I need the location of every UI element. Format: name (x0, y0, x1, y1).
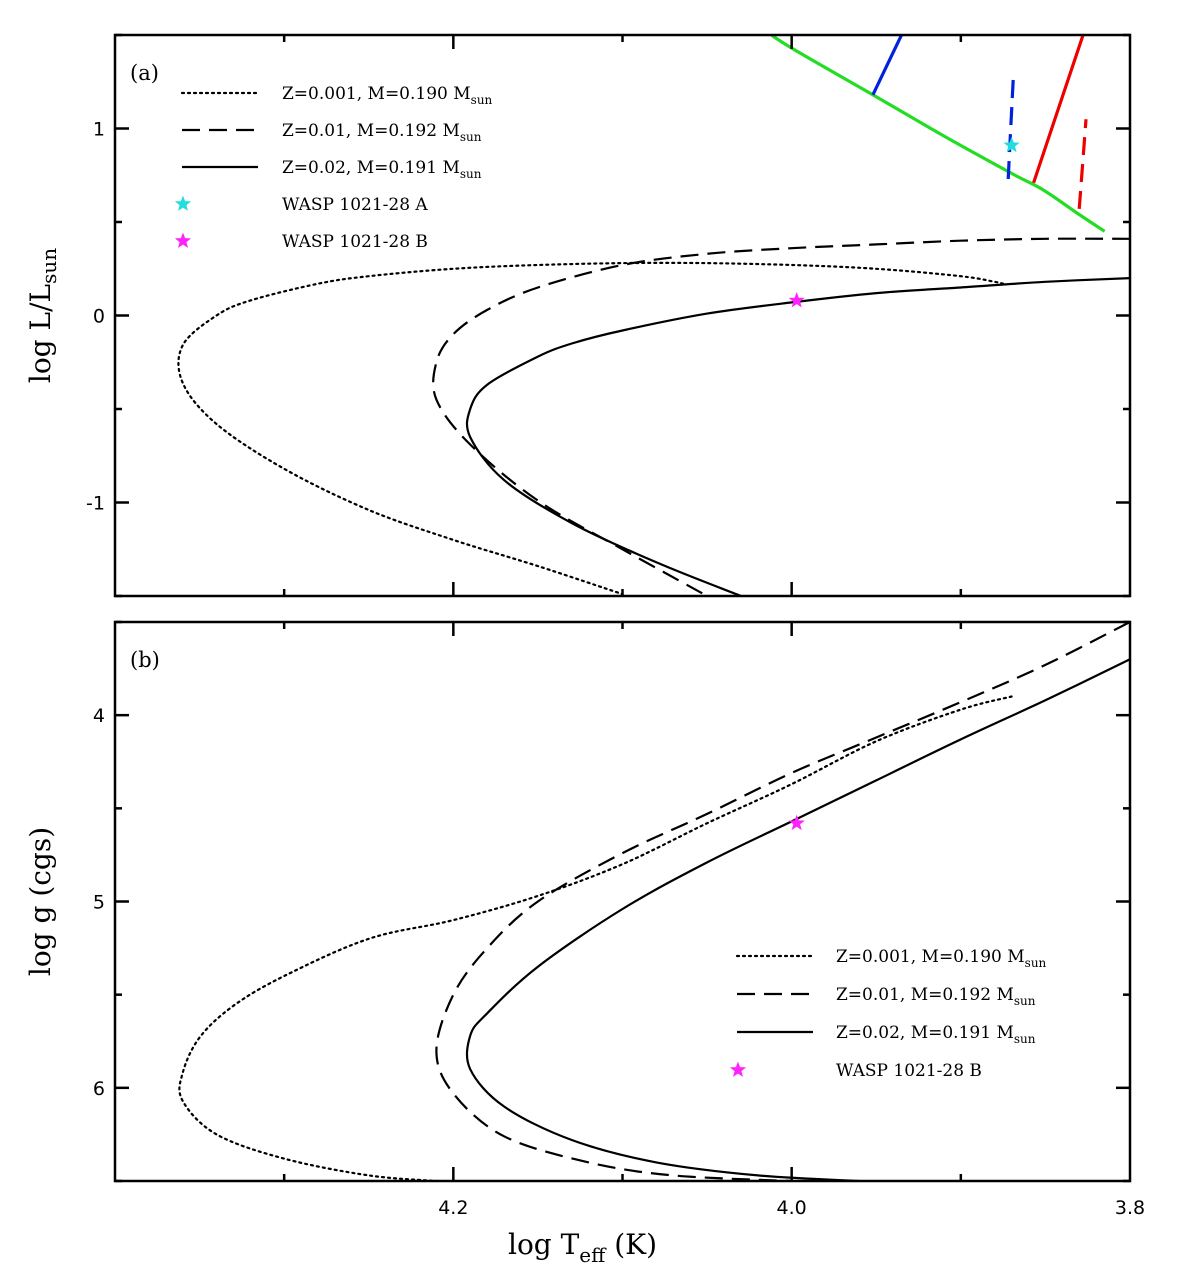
x-tick-label: 4.0 (777, 1197, 807, 1219)
y-axis-title-sub: sun (37, 248, 61, 284)
axis-frame (113, 620, 1132, 1183)
legend-label: WASP 1021-28 A (282, 195, 428, 215)
series-z-0-02-m-0-191-msun (465, 658, 1130, 1181)
axis-frame (113, 33, 1132, 598)
x-axis-title: log Teff (K) (508, 1228, 657, 1267)
legend-label: Z=0.001, M=0.190 Msun (282, 84, 493, 107)
x-tick-label: 4.2 (438, 1197, 468, 1219)
y-tick-label: 0 (93, 306, 105, 328)
legend-label: Z=0.01, M=0.192 Msun (836, 985, 1036, 1008)
y-axis-title-main: log L/L (24, 284, 57, 383)
plot-area (177, 35, 1130, 596)
legend-star-marker (174, 232, 192, 248)
panel-label: (a) (130, 61, 159, 85)
legend-label: Z=0.001, M=0.190 Msun (836, 947, 1047, 970)
legend-label-main: Z=0.001, M=0.190 M (282, 84, 471, 104)
legend-label: WASP 1021-28 B (282, 232, 428, 252)
star-marker-wasp-1021-28-b (788, 814, 805, 831)
series-z-0-01-m-0-192-msun (435, 622, 1130, 1181)
legend-label-main: Z=0.001, M=0.190 M (836, 947, 1025, 967)
legend-label: Z=0.02, M=0.191 Msun (282, 158, 482, 181)
legend-label-main: Z=0.02, M=0.191 M (282, 158, 460, 178)
legend-label: Z=0.01, M=0.192 Msun (282, 121, 482, 144)
legend-label-main: WASP 1021-28 A (282, 195, 428, 215)
legend-label-main: Z=0.02, M=0.191 M (836, 1023, 1014, 1043)
legend-label-main: WASP 1021-28 B (282, 232, 428, 252)
x-axis-title-part-0: log T (508, 1228, 580, 1261)
legend-label-sub: sun (460, 130, 482, 144)
y-tick-label: 1 (93, 119, 105, 141)
panel-label: (b) (130, 648, 160, 672)
star-marker-wasp-1021-28-b (788, 292, 805, 308)
plot-area (178, 622, 1130, 1181)
legend-label: Z=0.02, M=0.191 Msun (836, 1023, 1036, 1046)
y-tick-label: 6 (93, 1078, 105, 1100)
series-red-dashed (1077, 119, 1088, 210)
series-blue-dashed (1006, 77, 1015, 180)
series-boundary (768, 35, 1106, 233)
series-blue-solid (871, 35, 904, 96)
legend-label-sub: sun (1025, 956, 1047, 970)
panel-b: 4 5 6 4.2 4.0 3.8 (b) log g (cgs) log Teff (K) Z=… (24, 620, 1145, 1267)
y-tick-label: -1 (86, 493, 105, 515)
series-z-0-01-m-0-192-msun (432, 237, 1130, 596)
y-tick-label: 5 (93, 892, 105, 914)
legend-label: WASP 1021-28 B (836, 1061, 982, 1081)
legend-label-main: WASP 1021-28 B (836, 1061, 982, 1081)
y-axis-title: log L/Lsun (24, 248, 61, 383)
legend-label-sub: sun (1014, 1032, 1036, 1046)
legend-label-sub: sun (1014, 994, 1036, 1008)
y-axis-title: log g (cgs) (24, 827, 57, 976)
x-tick-label: 3.8 (1115, 1197, 1145, 1219)
series-red-solid (1032, 35, 1085, 184)
x-axis-title-part-2: (K) (605, 1228, 657, 1261)
star-marker-wasp-1021-28-a (1003, 136, 1020, 153)
legend-label-sub: sun (460, 167, 482, 181)
legend-star-marker (729, 1061, 747, 1077)
series-z-0-001-m-0-190-msun (177, 261, 1005, 596)
legend-label-main: Z=0.01, M=0.192 M (282, 121, 460, 141)
y-tick-label: 4 (93, 705, 105, 727)
legend-star-marker (174, 195, 192, 211)
x-axis-title-part-1: eff (579, 1243, 607, 1267)
series-z-0-02-m-0-191-msun (465, 277, 1130, 596)
series-z-0-001-m-0-190-msun (178, 695, 1013, 1181)
legend-label-main: Z=0.01, M=0.192 M (836, 985, 1014, 1005)
legend-label-sub: sun (471, 93, 493, 107)
